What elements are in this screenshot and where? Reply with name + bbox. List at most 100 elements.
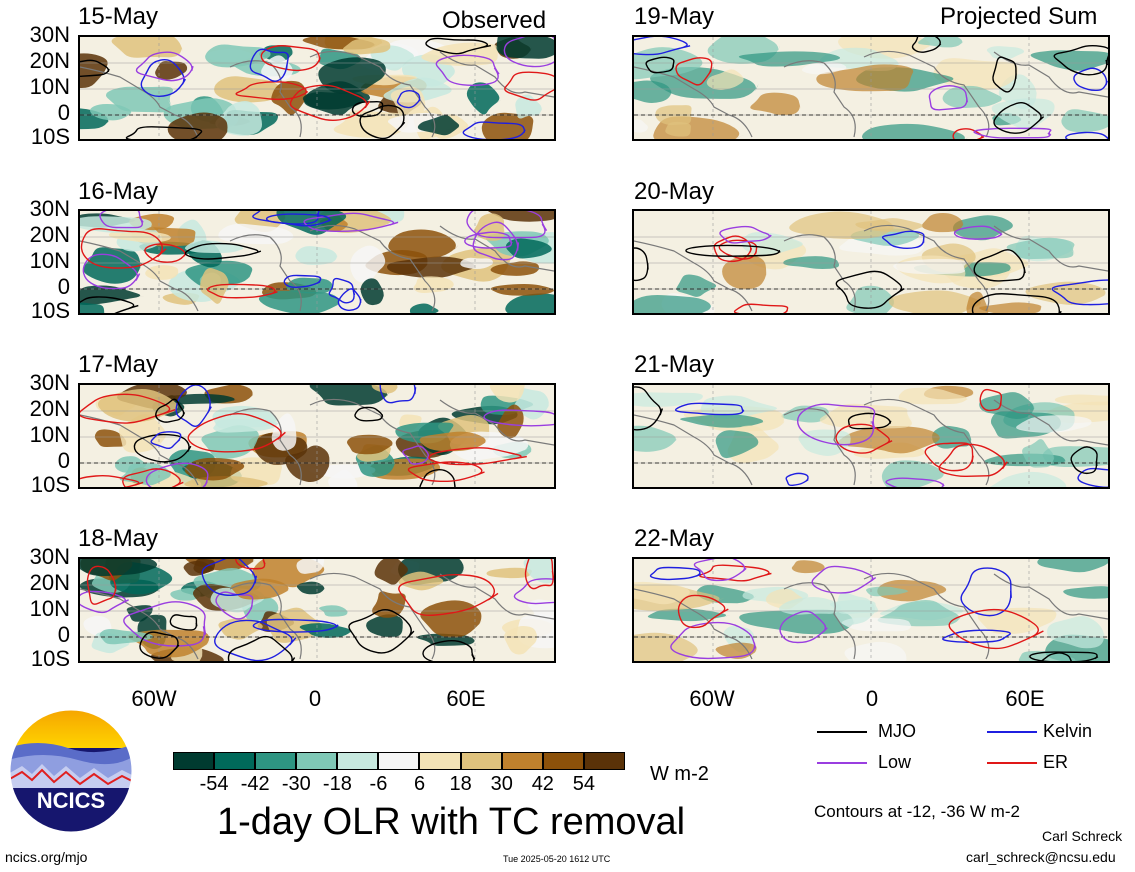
lon-label-obs-60e: 60E bbox=[446, 686, 486, 711]
lat-label: 10N bbox=[29, 74, 70, 99]
olr-anomaly-blob bbox=[80, 53, 108, 88]
olr-anomaly-blob bbox=[1006, 237, 1075, 260]
wave-contour bbox=[215, 591, 254, 620]
wave-contour bbox=[169, 614, 198, 631]
colorbar-cell bbox=[542, 752, 584, 770]
footer-author: Carl Schreck bbox=[1042, 828, 1123, 844]
footer-url: ncics.org/mjo bbox=[5, 849, 88, 865]
olr-anomaly-blob bbox=[1063, 586, 1108, 599]
olr-anomaly-blob bbox=[388, 229, 459, 258]
olr-anomaly-blob bbox=[527, 599, 554, 619]
wave-contour bbox=[634, 247, 649, 282]
olr-anomaly-blob bbox=[634, 295, 715, 313]
olr-anomaly-blob bbox=[488, 211, 554, 222]
colorbar-unit: W m-2 bbox=[650, 763, 709, 785]
wave-contour bbox=[260, 45, 321, 72]
observed-title: Observed bbox=[442, 7, 547, 34]
olr-anomaly-blob bbox=[779, 597, 842, 615]
wave-contour bbox=[973, 127, 1052, 139]
panel-date-obs-4: 18-May bbox=[78, 525, 159, 552]
lat-label: 30N bbox=[29, 370, 70, 395]
wave-contour bbox=[1053, 45, 1108, 76]
lat-label: 10S bbox=[30, 124, 70, 149]
wave-contour bbox=[235, 559, 266, 570]
wave-contour bbox=[503, 37, 554, 68]
olr-anomaly-blob bbox=[933, 58, 1018, 90]
olr-anomaly-blob bbox=[750, 92, 801, 116]
olr-anomaly-blob bbox=[986, 46, 1026, 60]
wave-contour bbox=[80, 393, 176, 424]
olr-anomaly-blob bbox=[481, 112, 534, 139]
wave-contour bbox=[407, 461, 485, 483]
map-panel-projected-2 bbox=[632, 209, 1110, 315]
wave-contour bbox=[80, 228, 167, 269]
olr-anomaly-blob bbox=[193, 559, 216, 574]
lat-label: 10S bbox=[30, 298, 70, 323]
wave-contour bbox=[425, 37, 492, 55]
olr-map-projected-3 bbox=[634, 385, 1108, 487]
wave-contour bbox=[201, 559, 257, 596]
olr-anomaly-blob bbox=[791, 560, 826, 574]
colorbar-cell bbox=[501, 752, 543, 770]
olr-anomaly-blob bbox=[1022, 439, 1055, 468]
wave-contour bbox=[140, 58, 187, 98]
olr-anomaly-blob bbox=[634, 80, 672, 104]
lat-label: 30N bbox=[29, 22, 70, 47]
wave-contour bbox=[952, 128, 985, 139]
wave-contour bbox=[675, 57, 713, 86]
wave-contour bbox=[80, 475, 144, 487]
wave-contour bbox=[719, 225, 772, 244]
lat-label: 10S bbox=[30, 472, 70, 497]
wave-contour bbox=[145, 462, 209, 487]
olr-anomaly-blob bbox=[417, 115, 461, 136]
lon-label-proj-60w: 60W bbox=[689, 686, 735, 711]
legend-label-kelvin: Kelvin bbox=[1043, 721, 1093, 741]
lon-label-obs-60w: 60W bbox=[131, 686, 177, 711]
wave-contour bbox=[1073, 67, 1108, 92]
olr-map-observed-2 bbox=[80, 211, 554, 313]
wave-contour bbox=[779, 610, 828, 644]
olr-anomaly-blob bbox=[118, 413, 168, 453]
wave-contour bbox=[354, 406, 384, 422]
wave-contour bbox=[435, 54, 500, 87]
wave-contour bbox=[227, 635, 296, 661]
wave-contour bbox=[948, 608, 1044, 650]
map-panel-projected-1 bbox=[632, 35, 1110, 141]
wave-contour bbox=[348, 609, 415, 654]
olr-anomaly-blob bbox=[898, 387, 969, 405]
wave-contour bbox=[979, 388, 1003, 412]
wave-contour bbox=[175, 385, 212, 427]
wave-contour bbox=[464, 231, 513, 249]
colorbar bbox=[173, 752, 625, 770]
wave-contour bbox=[235, 81, 309, 101]
wave-contour bbox=[634, 386, 664, 431]
olr-anomaly-blob bbox=[328, 469, 359, 487]
olr-anomaly-blob bbox=[366, 614, 403, 638]
wave-contour bbox=[206, 283, 278, 299]
olr-anomaly-blob bbox=[634, 392, 704, 407]
lat-label: 0 bbox=[57, 100, 70, 125]
olr-anomaly-blob bbox=[989, 471, 1070, 487]
wave-contour bbox=[80, 296, 139, 313]
contours-note: Contours at -12, -36 W m-2 bbox=[814, 802, 1020, 821]
colorbar-label: -6 bbox=[369, 773, 388, 795]
colorbar-label: -54 bbox=[199, 773, 229, 795]
legend-label-low: Low bbox=[878, 752, 912, 772]
olr-anomaly-blob bbox=[80, 285, 146, 305]
wave-contour bbox=[483, 409, 554, 427]
wave-contour bbox=[265, 213, 332, 227]
olr-anomaly-blob bbox=[167, 112, 229, 139]
map-panel-observed-2 bbox=[78, 209, 556, 315]
olr-anomaly-blob bbox=[496, 37, 554, 59]
wave-contour bbox=[379, 385, 417, 404]
wave-contour bbox=[328, 277, 356, 304]
wave-contour bbox=[419, 468, 456, 487]
olr-anomaly-blob bbox=[1016, 415, 1093, 433]
colorbar-cell bbox=[255, 752, 297, 770]
lat-label: 30N bbox=[29, 196, 70, 221]
olr-anomaly-blob bbox=[741, 231, 808, 256]
olr-anomaly-blob bbox=[90, 103, 133, 121]
olr-anomaly-blob bbox=[816, 64, 914, 92]
wave-contour bbox=[351, 100, 384, 118]
wave-contour bbox=[953, 225, 1003, 240]
